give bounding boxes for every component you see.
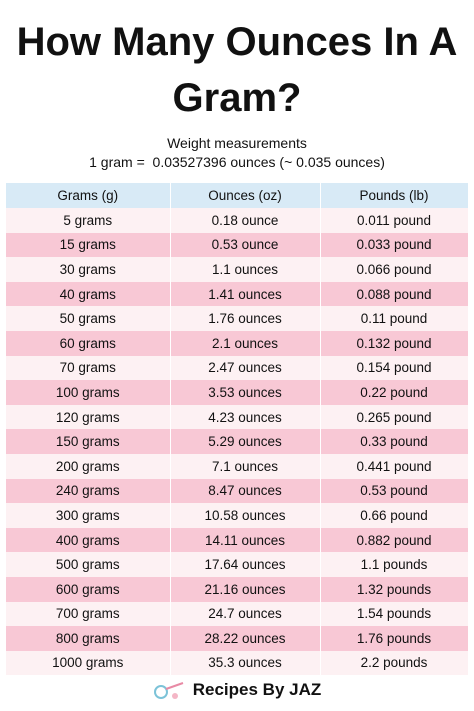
column-header: Pounds (lb) (320, 183, 469, 208)
table-cell: 240 grams (6, 478, 171, 504)
table-cell: 50 grams (6, 306, 171, 331)
table-cell: 0.22 pound (320, 380, 469, 405)
table-row: 100 grams 3.53 ounces 0.22 pound (6, 380, 469, 405)
table-cell: 17.64 ounces (170, 552, 321, 577)
table-row: 70 grams 2.47 ounces 0.154 pound (6, 355, 469, 381)
conversion-table: Grams (g) Ounces (oz) Pounds (lb) 5 grams 0… (6, 183, 469, 676)
table-cell: 0.11 pound (320, 306, 469, 331)
table-cell: 21.16 ounces (170, 576, 321, 602)
table-row: 700 grams 24.7 ounces 1.54 pounds (6, 601, 469, 627)
table-cell: 1.76 ounces (170, 306, 321, 331)
table-row: 240 grams 8.47 ounces 0.53 pound (6, 478, 469, 504)
table-cell: 0.033 pound (320, 232, 469, 258)
table-cell: 5 grams (6, 208, 171, 233)
table-cell: 1.1 pounds (320, 552, 469, 577)
table-cell: 7.1 ounces (170, 453, 321, 479)
table-cell: 30 grams (6, 257, 171, 282)
table-cell: 3.53 ounces (170, 380, 321, 405)
table-row: 60 grams 2.1 ounces 0.132 pound (6, 330, 469, 356)
table-cell: 700 grams (6, 601, 171, 627)
table-cell: 1.1 ounces (170, 257, 321, 282)
table-cell: 500 grams (6, 552, 171, 577)
table-cell: 0.33 pound (320, 429, 469, 454)
table-cell: 8.47 ounces (170, 478, 321, 504)
formula: 1 gram = 0.03527396 ounces (~ 0.035 ounc… (89, 154, 385, 170)
table-row: 200 grams 7.1 ounces 0.441 pound (6, 453, 469, 479)
table-cell: 40 grams (6, 281, 171, 307)
table-cell: 0.154 pound (320, 355, 469, 381)
table-row: 15 grams 0.53 ounce 0.033 pound (6, 232, 469, 258)
table-cell: 4.23 ounces (170, 404, 321, 430)
title: How Many Ounces In A Gram? (16, 20, 458, 120)
table-cell: 14.11 ounces (170, 527, 321, 553)
header-row: Grams (g) Ounces (oz) Pounds (lb) (6, 183, 469, 208)
table-cell: 10.58 ounces (170, 503, 321, 528)
table-cell: 1000 grams (6, 650, 171, 676)
table-cell: 300 grams (6, 503, 171, 528)
table-cell: 0.011 pound (320, 208, 469, 233)
table-row: 150 grams 5.29 ounces 0.33 pound (6, 429, 469, 454)
subheader: Weight measurements 1 gram = 0.03527396 … (0, 134, 474, 172)
logo-icon (153, 681, 184, 699)
table-cell: 28.22 ounces (170, 626, 321, 651)
table-cell: 24.7 ounces (170, 601, 321, 627)
table-cell: 0.132 pound (320, 330, 469, 356)
table-cell: 800 grams (6, 626, 171, 651)
table-cell: 70 grams (6, 355, 171, 381)
table-cell: 0.265 pound (320, 404, 469, 430)
column-header: Grams (g) (6, 183, 171, 208)
column-header: Ounces (oz) (170, 183, 321, 208)
table-cell: 2.1 ounces (170, 330, 321, 356)
table-row: 600 grams 21.16 ounces 1.32 pounds (6, 576, 469, 602)
table-row: 5 grams 0.18 ounce 0.011 pound (6, 208, 469, 233)
table-cell: 0.066 pound (320, 257, 469, 282)
table-cell: 150 grams (6, 429, 171, 454)
table-row: 50 grams 1.76 ounces 0.11 pound (6, 306, 469, 331)
table-cell: 0.882 pound (320, 527, 469, 553)
table-row: 400 grams 14.11 ounces 0.882 pound (6, 527, 469, 553)
table-cell: 60 grams (6, 330, 171, 356)
table-cell: 0.53 ounce (170, 232, 321, 258)
table-cell: 5.29 ounces (170, 429, 321, 454)
table-cell: 0.441 pound (320, 453, 469, 479)
brand: Recipes By JAZ (192, 680, 322, 699)
table-cell: 100 grams (6, 380, 171, 405)
table-row: 1000 grams 35.3 ounces 2.2 pounds (6, 650, 469, 676)
table-cell: 120 grams (6, 404, 171, 430)
table-row: 300 grams 10.58 ounces 0.66 pound (6, 503, 469, 528)
table-cell: 15 grams (6, 232, 171, 258)
table-cell: 1.54 pounds (320, 601, 469, 627)
table-cell: 0.18 ounce (170, 208, 321, 233)
table-row: 120 grams 4.23 ounces 0.265 pound (6, 404, 469, 430)
table-row: 40 grams 1.41 ounces 0.088 pound (6, 281, 469, 307)
table-cell: 2.47 ounces (170, 355, 321, 381)
table-row: 800 grams 28.22 ounces 1.76 pounds (6, 626, 469, 651)
table-cell: 1.76 pounds (320, 626, 469, 651)
table-cell: 600 grams (6, 576, 171, 602)
subtitle: Weight measurements (167, 135, 307, 151)
table-row: 500 grams 17.64 ounces 1.1 pounds (6, 552, 469, 577)
table-cell: 1.41 ounces (170, 281, 321, 307)
table-cell: 400 grams (6, 527, 171, 553)
table-cell: 0.088 pound (320, 281, 469, 307)
table-cell: 2.2 pounds (320, 650, 469, 676)
footer: Recipes By JAZ (0, 678, 474, 702)
table-row: 30 grams 1.1 ounces 0.066 pound (6, 257, 469, 282)
table-cell: 0.53 pound (320, 478, 469, 504)
table-cell: 1.32 pounds (320, 576, 469, 602)
table-cell: 0.66 pound (320, 503, 469, 528)
table-cell: 35.3 ounces (170, 650, 321, 676)
table-cell: 200 grams (6, 453, 171, 479)
